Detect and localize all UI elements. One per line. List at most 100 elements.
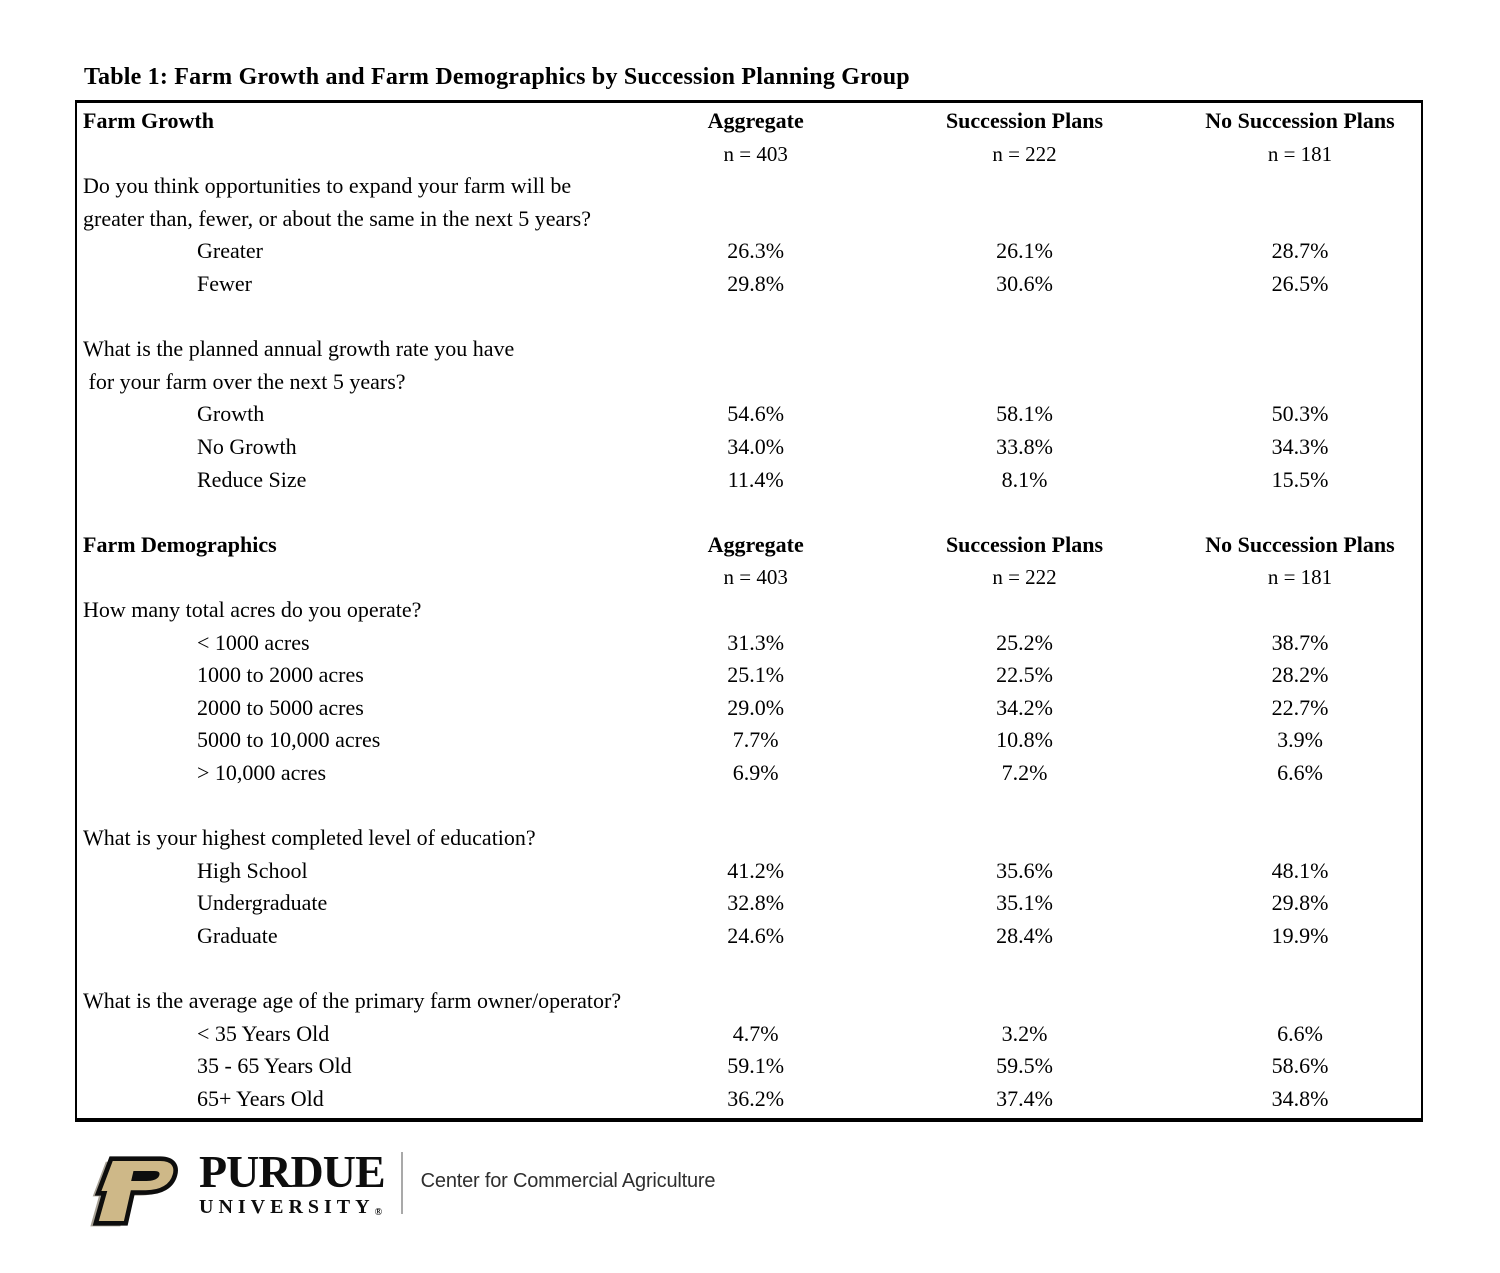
table-row: < 1000 acres 31.3% 25.2% 38.7% xyxy=(77,627,1421,660)
row-label: Undergraduate xyxy=(197,890,328,916)
row-label: 5000 to 10,000 acres xyxy=(197,727,381,753)
logo-divider xyxy=(400,1152,403,1214)
table-row: Fewer 29.8% 30.6% 26.5% xyxy=(77,268,1421,301)
cell-succession-plans: 8.1% xyxy=(1001,466,1048,492)
table-row: Growth 54.6% 58.1% 50.3% xyxy=(77,398,1421,431)
row-label: > 10,000 acres xyxy=(197,759,327,785)
row-label: 65+ Years Old xyxy=(197,1085,324,1111)
cell-succession-plans: n = 222 xyxy=(992,141,1057,166)
row-label: 35 - 65 Years Old xyxy=(197,1053,352,1079)
table-row: for your farm over the next 5 years? xyxy=(77,366,1421,399)
cell-aggregate: 59.1% xyxy=(727,1053,785,1079)
row-label: Farm Demographics xyxy=(83,531,277,557)
cell-succession-plans: 22.5% xyxy=(996,662,1053,688)
cell-no-succession-plans: 26.5% xyxy=(1271,270,1329,296)
cell-aggregate: 36.2% xyxy=(727,1085,785,1111)
row-label: Do you think opportunities to expand you… xyxy=(83,173,572,199)
data-table: Farm Growth Aggregate Succession Plans No S… xyxy=(75,100,1423,1123)
cell-aggregate: 11.4% xyxy=(727,466,784,492)
cell-no-succession-plans: 22.7% xyxy=(1271,694,1329,720)
table-row xyxy=(77,496,1421,529)
row-label: High School xyxy=(197,857,308,883)
row-label: 2000 to 5000 acres xyxy=(197,694,364,720)
cell-succession-plans: 34.2% xyxy=(996,694,1053,720)
table-row: greater than, fewer, or about the same i… xyxy=(77,203,1421,236)
table-row: 35 - 65 Years Old 59.1% 59.5% 58.6% xyxy=(77,1050,1421,1083)
purdue-wordmark: PURDUE xyxy=(199,1146,386,1197)
cell-succession-plans: 25.2% xyxy=(996,629,1053,655)
cell-aggregate: 7.7% xyxy=(732,727,779,753)
table-row: > 10,000 acres 6.9% 7.2% 6.6% xyxy=(77,757,1421,790)
table-row: 5000 to 10,000 acres 7.7% 10.8% 3.9% xyxy=(77,724,1421,757)
table-row: What is your highest completed level of … xyxy=(77,822,1421,855)
cell-aggregate: Aggregate xyxy=(707,108,804,133)
cell-no-succession-plans: 6.6% xyxy=(1277,759,1323,785)
cell-succession-plans: 33.8% xyxy=(996,433,1053,459)
cell-no-succession-plans: 34.8% xyxy=(1271,1085,1329,1111)
cell-succession-plans: 26.1% xyxy=(996,238,1053,264)
cell-aggregate: 29.0% xyxy=(727,694,785,720)
cell-no-succession-plans: 29.8% xyxy=(1271,890,1329,916)
cell-succession-plans: n = 222 xyxy=(992,565,1057,590)
cell-aggregate: Aggregate xyxy=(707,531,804,557)
cell-succession-plans: 28.4% xyxy=(996,922,1053,948)
cell-aggregate: 31.3% xyxy=(727,629,785,655)
table-title: Table 1: Farm Growth and Farm Demographi… xyxy=(84,64,910,90)
table-row: Farm Growth Aggregate Succession Plans No S… xyxy=(77,105,1421,138)
cell-aggregate: 4.7% xyxy=(732,1020,779,1046)
table-row xyxy=(77,952,1421,985)
cell-aggregate: 24.6% xyxy=(727,922,785,948)
cell-succession-plans: Succession Plans xyxy=(945,531,1104,557)
cell-no-succession-plans: 3.9% xyxy=(1277,727,1323,753)
cell-succession-plans: 7.2% xyxy=(1001,759,1048,785)
cell-no-succession-plans: 38.7% xyxy=(1271,629,1329,655)
cell-aggregate: 34.0% xyxy=(727,433,785,459)
cell-aggregate: 32.8% xyxy=(727,890,785,916)
table-row: High School 41.2% 35.6% 48.1% xyxy=(77,855,1421,888)
cell-succession-plans: 37.4% xyxy=(996,1085,1053,1111)
row-label: Fewer xyxy=(197,270,252,296)
purdue-wordmark-block: PURDUE UNIVERSITY® xyxy=(199,1146,386,1219)
table-row: 65+ Years Old 36.2% 37.4% 34.8% xyxy=(77,1083,1421,1116)
cell-succession-plans: 35.1% xyxy=(996,890,1053,916)
cell-no-succession-plans: 50.3% xyxy=(1271,401,1329,427)
row-label: Farm Growth xyxy=(83,108,214,133)
cell-aggregate: n = 403 xyxy=(723,565,788,590)
cell-succession-plans: 30.6% xyxy=(996,270,1053,296)
table-row: n = 403 n = 222 n = 181 xyxy=(77,561,1421,594)
cell-aggregate: 29.8% xyxy=(727,270,785,296)
cell-succession-plans: 10.8% xyxy=(996,727,1053,753)
purdue-logo: PURDUE UNIVERSITY® Center for Commercial… xyxy=(85,1148,715,1234)
table-row xyxy=(77,301,1421,334)
table-row: Graduate 24.6% 28.4% 19.9% xyxy=(77,920,1421,953)
cell-succession-plans: 35.6% xyxy=(996,857,1053,883)
purdue-university-line: UNIVERSITY® xyxy=(199,1196,385,1219)
row-label: What is your highest completed level of … xyxy=(83,825,536,851)
table-row: Do you think opportunities to expand you… xyxy=(77,170,1421,203)
cell-aggregate: 41.2% xyxy=(727,857,785,883)
cell-no-succession-plans: 28.2% xyxy=(1271,662,1329,688)
university-text: UNIVERSITY xyxy=(199,1196,375,1218)
row-label: < 35 Years Old xyxy=(197,1020,330,1046)
cell-no-succession-plans: 34.3% xyxy=(1271,433,1329,459)
table-row: What is the planned annual growth rate y… xyxy=(77,333,1421,366)
cell-no-succession-plans: 48.1% xyxy=(1271,857,1329,883)
cell-no-succession-plans: n = 181 xyxy=(1267,141,1333,166)
table-row xyxy=(77,789,1421,822)
row-label: for your farm over the next 5 years? xyxy=(83,368,406,394)
table-row: No Growth 34.0% 33.8% 34.3% xyxy=(77,431,1421,464)
cell-no-succession-plans: 6.6% xyxy=(1277,1020,1323,1046)
table-body: Farm Growth Aggregate Succession Plans No S… xyxy=(77,105,1421,1115)
cell-aggregate: n = 403 xyxy=(723,141,788,166)
row-label: Reduce Size xyxy=(197,466,307,492)
row-label: Growth xyxy=(197,401,265,427)
cell-aggregate: 25.1% xyxy=(727,662,785,688)
cell-no-succession-plans: No Succession Plans xyxy=(1205,531,1395,557)
table-row: 2000 to 5000 acres 29.0% 34.2% 22.7% xyxy=(77,692,1421,725)
cell-succession-plans: 58.1% xyxy=(996,401,1053,427)
row-label: greater than, fewer, or about the same i… xyxy=(83,205,591,231)
cell-succession-plans: 59.5% xyxy=(996,1053,1053,1079)
table-row: Greater 26.3% 26.1% 28.7% xyxy=(77,235,1421,268)
row-label: What is the planned annual growth rate y… xyxy=(83,336,515,362)
